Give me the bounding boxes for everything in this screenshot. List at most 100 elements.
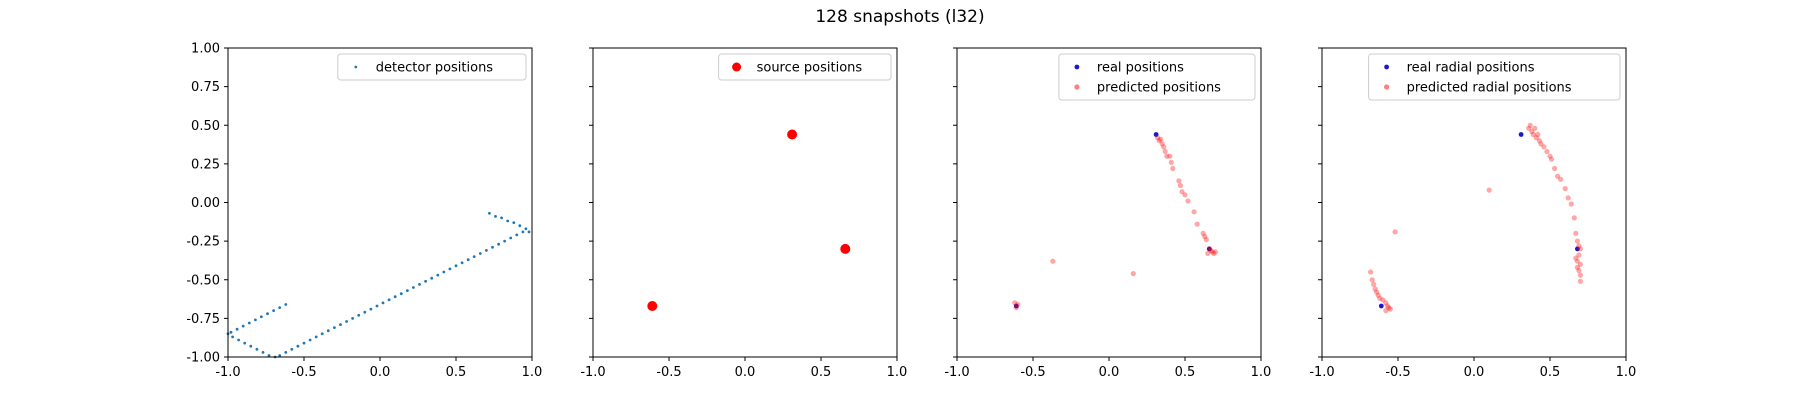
x-tick-label: 0.5 — [1540, 365, 1561, 380]
y-tick-label: -0.50 — [186, 273, 220, 288]
data-point — [284, 351, 288, 354]
y-tick-label: 0.75 — [191, 80, 220, 95]
x-tick-label: -1.0 — [215, 365, 240, 380]
data-point — [1518, 132, 1524, 137]
data-point — [393, 295, 397, 299]
data-point — [418, 283, 421, 286]
data-point — [1167, 153, 1173, 159]
data-point — [485, 249, 488, 252]
data-point — [357, 313, 361, 317]
data-point — [1573, 255, 1579, 261]
data-point — [1392, 229, 1398, 235]
legend-marker — [1384, 84, 1390, 90]
data-point — [1380, 297, 1386, 303]
data-point — [1050, 258, 1056, 264]
data-point — [1486, 187, 1492, 193]
x-tick-label: 1.0 — [522, 365, 543, 380]
x-tick-label: -1.0 — [944, 365, 969, 380]
data-point — [430, 276, 434, 280]
data-point — [1182, 192, 1188, 198]
data-point — [314, 335, 318, 339]
series-1 — [1013, 132, 1212, 309]
data-point — [436, 273, 440, 277]
data-point — [1164, 153, 1170, 159]
legend-label: predicted positions — [1097, 81, 1221, 96]
data-point — [399, 292, 403, 296]
data-point — [412, 286, 415, 289]
legend-label: source positions — [757, 61, 863, 76]
data-point — [1547, 153, 1553, 159]
x-tick-label: 1.0 — [1251, 365, 1272, 380]
data-point — [1211, 250, 1217, 257]
data-point — [296, 344, 300, 348]
x-tick-label: 0.0 — [370, 365, 391, 380]
x-tick-label: 0.0 — [1099, 365, 1120, 380]
data-point — [1577, 261, 1583, 267]
data-point — [518, 224, 522, 228]
y-tick-label: 0.25 — [191, 157, 220, 172]
data-point — [333, 326, 336, 329]
legend-box — [1368, 53, 1621, 101]
legend-marker — [1384, 64, 1389, 70]
data-point — [787, 129, 798, 140]
data-point — [1383, 308, 1389, 314]
data-point — [1577, 246, 1583, 252]
data-point — [1574, 258, 1580, 264]
data-point — [509, 236, 513, 240]
data-point — [1177, 182, 1183, 189]
data-point — [254, 318, 257, 322]
data-point — [1372, 286, 1378, 292]
data-point — [1375, 292, 1381, 298]
data-point — [302, 341, 306, 345]
data-point — [229, 330, 233, 334]
data-point — [381, 301, 385, 305]
data-point — [237, 338, 241, 342]
data-point — [1155, 135, 1161, 141]
data-point — [1012, 300, 1018, 306]
legend-marker — [1074, 84, 1080, 90]
panel-1: -1.0 -0.5 0.0 0.5 1.0 -1.00 -0.75 -0.50 -0.25 0.0… — [186, 42, 542, 381]
data-point — [1368, 269, 1374, 275]
data-point — [345, 320, 348, 323]
x-tick-label: -0.5 — [291, 365, 316, 380]
y-tick-label: 1.00 — [191, 42, 220, 57]
legend-label: real radial positions — [1407, 61, 1535, 76]
data-point — [1176, 178, 1182, 184]
data-point — [442, 270, 446, 274]
data-point — [1533, 135, 1539, 141]
data-point — [1571, 215, 1577, 221]
data-point — [1544, 148, 1550, 155]
data-point — [235, 327, 239, 331]
data-point — [1383, 300, 1389, 306]
data-point — [527, 230, 531, 234]
legend: real radial positions predicted radial po… — [1368, 53, 1621, 101]
legend: source positions — [718, 53, 892, 81]
data-point — [1161, 144, 1167, 150]
y-tick-label: -0.75 — [186, 312, 220, 327]
x-tick-label: 1.0 — [1616, 365, 1637, 380]
data-point — [460, 261, 464, 265]
data-point — [500, 216, 503, 220]
data-point — [424, 279, 427, 283]
figure-title: 128 snapshots (l32) — [815, 7, 984, 27]
legend-marker — [1074, 64, 1080, 70]
data-point — [1535, 131, 1541, 138]
data-point — [1170, 165, 1176, 172]
data-point — [1565, 195, 1571, 201]
data-point — [369, 307, 373, 311]
data-point — [506, 219, 510, 223]
data-point — [1130, 271, 1136, 277]
data-point — [1369, 277, 1375, 283]
x-tick-label: 0.0 — [735, 365, 756, 380]
data-point — [1208, 247, 1214, 253]
y-tick-label: -1.00 — [186, 351, 220, 366]
data-point — [1562, 186, 1568, 192]
data-point — [1558, 176, 1564, 182]
x-tick-label: 0.5 — [446, 365, 467, 380]
data-point — [241, 324, 245, 328]
legend: detector positions — [337, 53, 527, 81]
data-point — [466, 258, 470, 262]
data-point — [1576, 267, 1582, 274]
data-point — [1386, 305, 1392, 311]
panel-4: -1.0 -0.5 0.0 0.5 1.0 real radial positions pr… — [1309, 47, 1637, 380]
